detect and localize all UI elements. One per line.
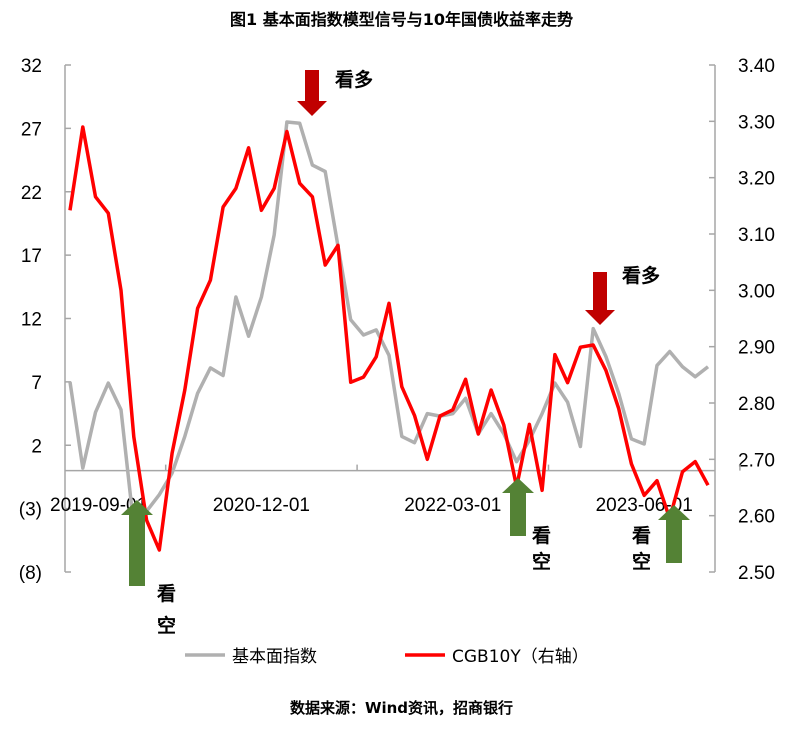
right-axis-tick-label: 3.20 xyxy=(738,169,775,190)
up-arrow-icon xyxy=(121,500,153,586)
right-axis-tick-label: 2.60 xyxy=(738,507,775,528)
chart-title: 图1 基本面指数模型信号与10年国债收益率走势 xyxy=(230,10,573,29)
right-axis-tick-label: 3.00 xyxy=(738,281,775,302)
left-axis-tick-label: (3) xyxy=(19,500,42,521)
x-axis-tick-label: 2022-03-01 xyxy=(404,495,501,516)
left-axis-tick-label: 32 xyxy=(21,56,42,77)
legend-label: CGB10Y（右轴） xyxy=(452,647,589,667)
right-axis-tick-label: 2.80 xyxy=(738,394,775,415)
left-axis-tick-label: 22 xyxy=(21,183,42,204)
left-axis-tick-label: 7 xyxy=(31,373,42,394)
annotation-label: 空 xyxy=(632,550,651,573)
left-axis-tick-label: 27 xyxy=(21,119,42,140)
legend-label: 基本面指数 xyxy=(232,647,317,667)
x-axis-tick-label: 2019-09-01 xyxy=(50,495,147,516)
left-axis-tick-label: 2 xyxy=(31,436,42,457)
left-axis-tick-label: (8) xyxy=(19,563,42,584)
left-axis-tick-label: 17 xyxy=(21,246,42,267)
annotation-label: 看多 xyxy=(334,68,373,91)
annotation-label: 看 xyxy=(631,525,651,547)
up-arrow-icon xyxy=(658,505,690,563)
annotation-label: 空 xyxy=(532,550,551,573)
right-axis-tick-label: 3.40 xyxy=(738,56,775,77)
down-arrow-icon xyxy=(585,272,615,325)
right-axis-tick-label: 3.10 xyxy=(738,225,775,246)
annotation-label: 看 xyxy=(531,525,551,547)
left-axis-tick-label: 12 xyxy=(21,310,42,331)
annotation-label: 空 xyxy=(157,614,176,637)
up-arrow-icon xyxy=(502,478,534,536)
right-axis-tick-label: 2.70 xyxy=(738,450,775,471)
right-axis-tick-label: 2.90 xyxy=(738,338,775,359)
annotation-label: 看多 xyxy=(621,264,660,287)
right-axis-tick-label: 3.30 xyxy=(738,112,775,133)
source-note: 数据来源：Wind资讯，招商银行 xyxy=(289,699,514,717)
x-axis-tick-label: 2020-12-01 xyxy=(213,495,310,516)
right-axis-tick-label: 2.50 xyxy=(738,563,775,584)
annotation-label: 看 xyxy=(156,583,176,605)
down-arrow-icon xyxy=(297,70,327,116)
